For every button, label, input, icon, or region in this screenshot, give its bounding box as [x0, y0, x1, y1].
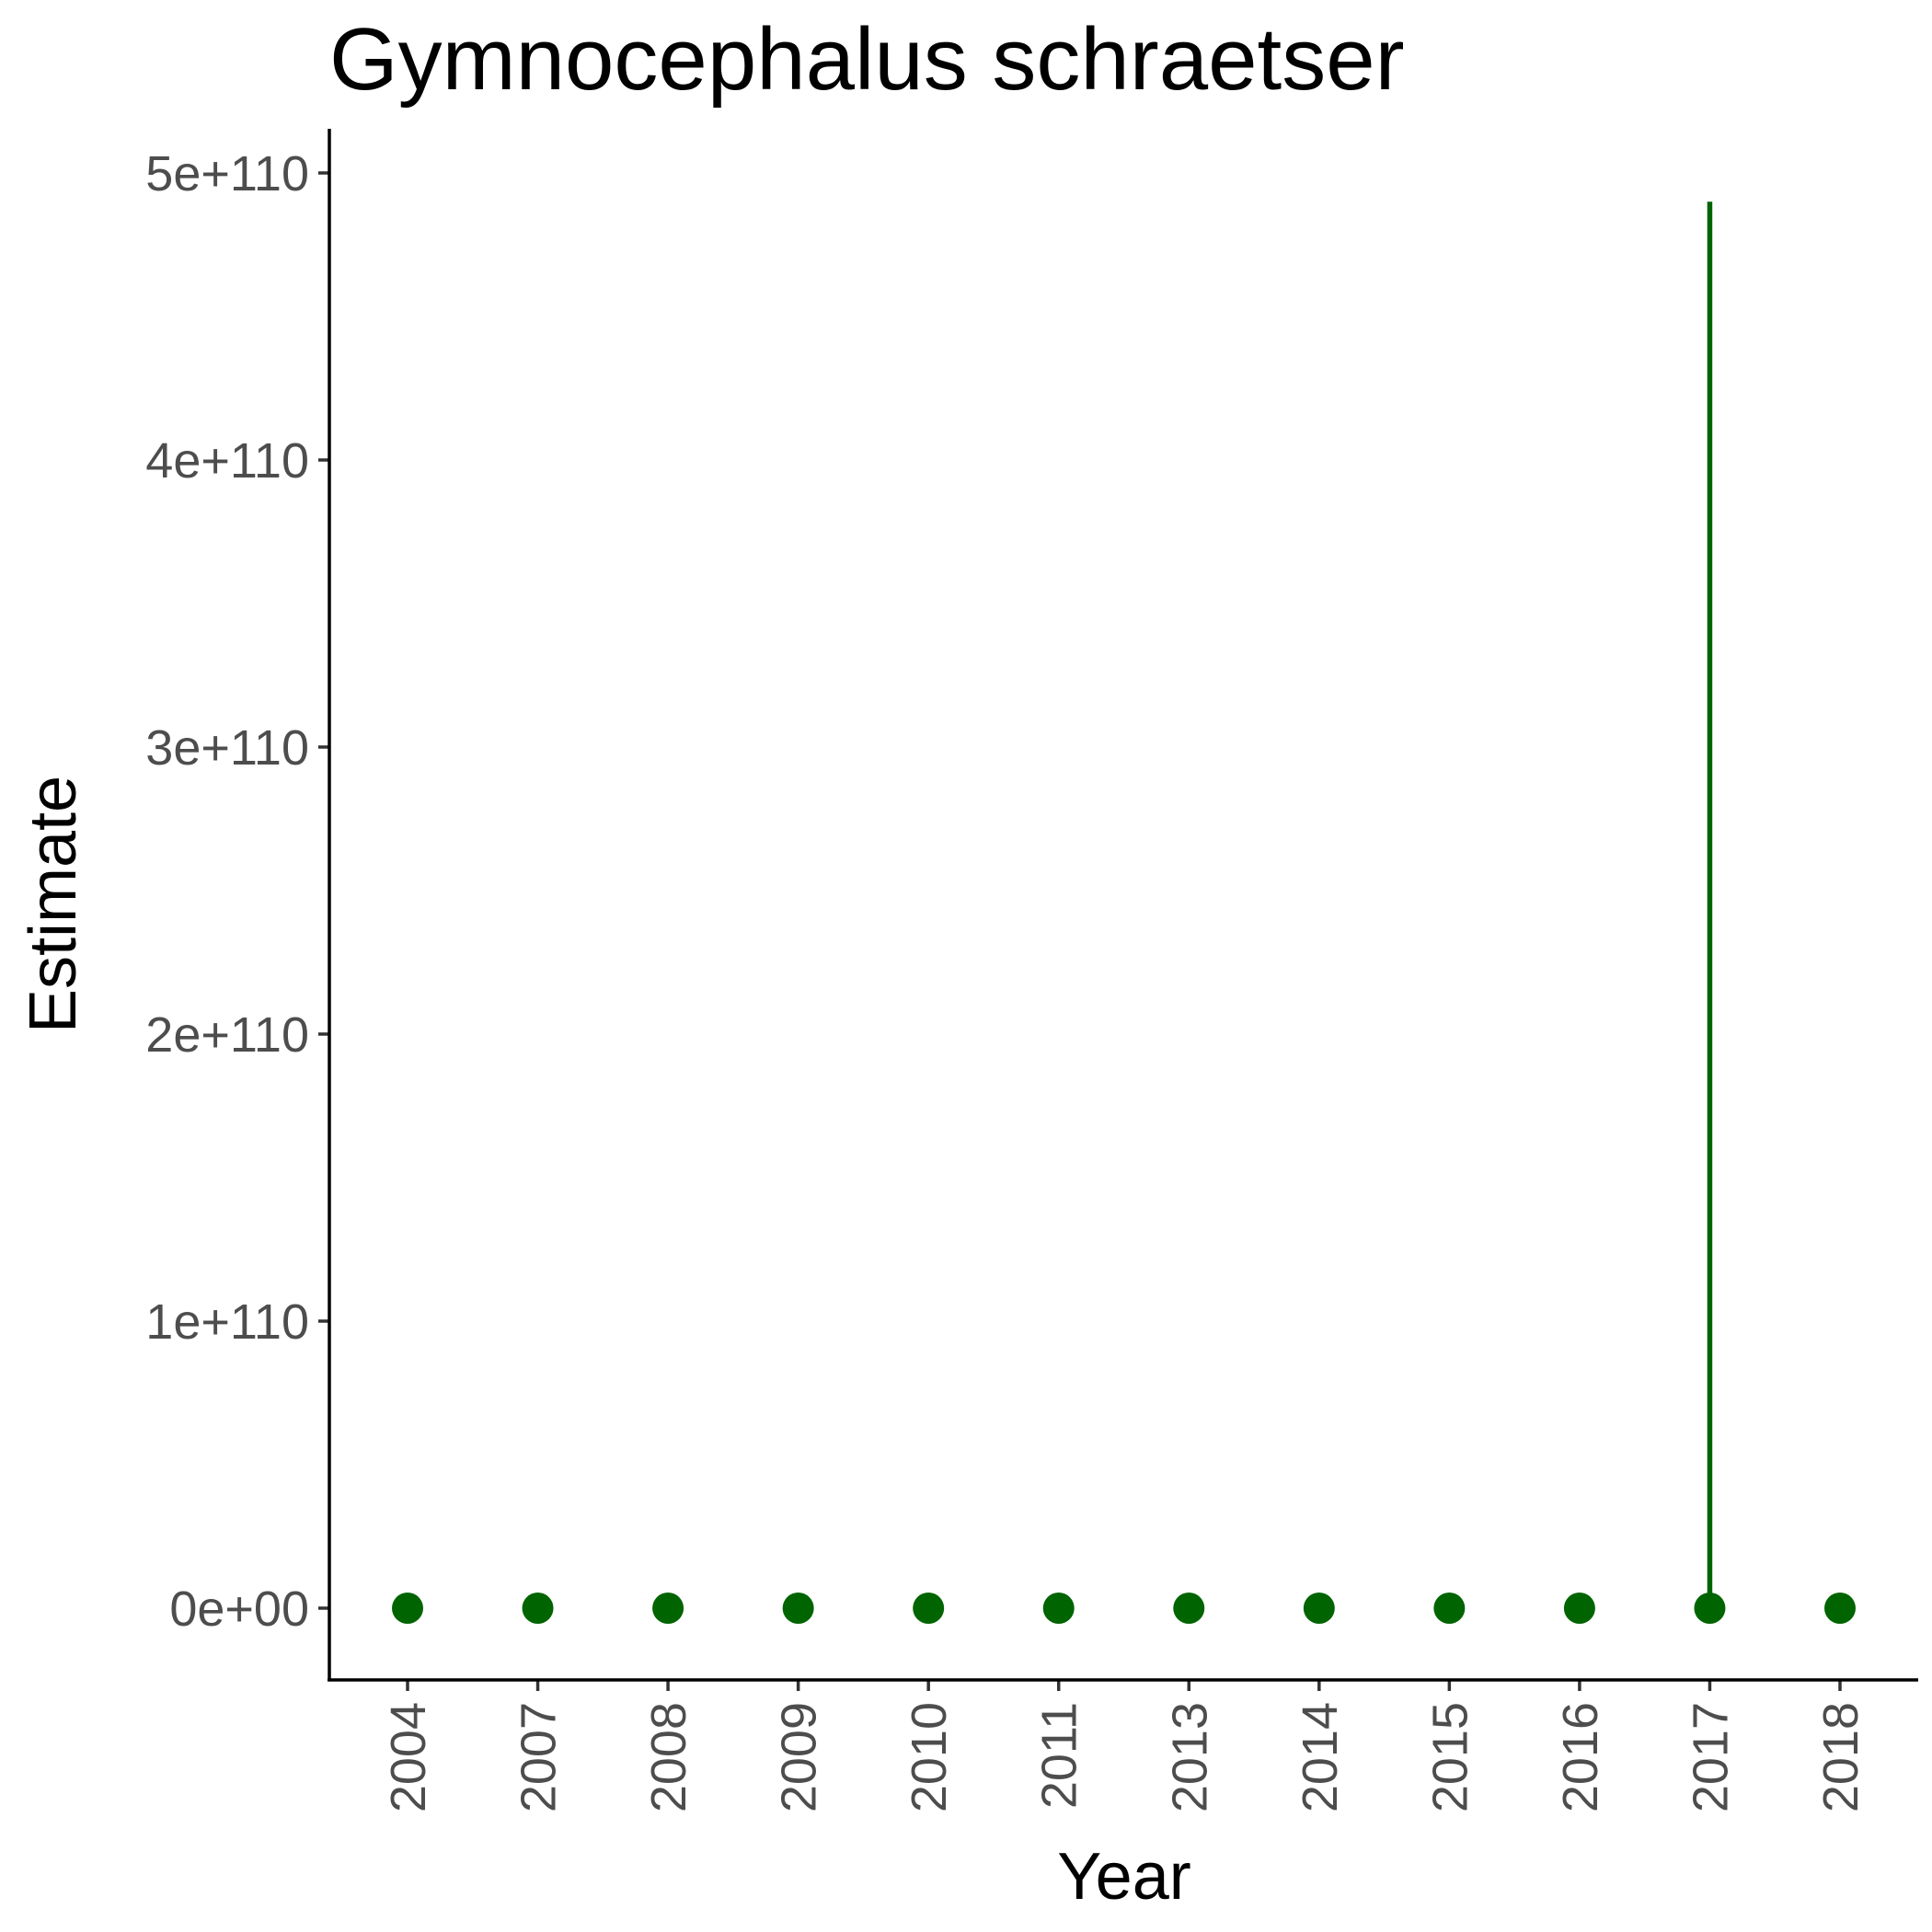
y-tick-label: 4e+110 [145, 433, 309, 489]
data-point [1824, 1593, 1856, 1624]
x-tick-label: 2015 [1422, 1702, 1478, 1812]
chart-title: Gymnocephalus schraetser [329, 10, 1405, 109]
data-point [913, 1593, 945, 1624]
data-point [1563, 1593, 1595, 1624]
x-tick-label: 2007 [512, 1702, 567, 1812]
data-point [522, 1593, 554, 1624]
x-tick-label: 2013 [1162, 1702, 1217, 1812]
x-tick-label: 2017 [1683, 1702, 1738, 1812]
x-tick-label: 2008 [641, 1702, 696, 1812]
data-point [1433, 1593, 1466, 1624]
y-tick-label: 5e+110 [145, 146, 309, 201]
y-axis-title: Estimate [17, 776, 90, 1033]
data-point [1173, 1593, 1205, 1624]
x-tick-label: 2010 [902, 1702, 957, 1812]
data-points [392, 1593, 1856, 1624]
x-axis-ticks: 2004 2007 2008 2009 2010 2011 2013 2014 2015 2016… [381, 1680, 1869, 1812]
x-tick-label: 2009 [772, 1702, 827, 1812]
y-axis-ticks: 0e+00 1e+110 2e+110 3e+110 4e+110 5e+110 [145, 146, 329, 1637]
y-tick-label: 0e+00 [169, 1581, 309, 1637]
x-tick-label: 2016 [1553, 1702, 1608, 1812]
y-tick-label: 1e+110 [145, 1294, 309, 1350]
data-point [1303, 1593, 1335, 1624]
data-point [392, 1593, 423, 1624]
y-tick-label: 2e+110 [145, 1007, 309, 1063]
x-tick-label: 2014 [1293, 1702, 1348, 1812]
x-tick-label: 2011 [1032, 1702, 1087, 1809]
x-axis-title: Year [1057, 1840, 1190, 1914]
data-point [1042, 1593, 1075, 1624]
x-tick-label: 2004 [381, 1702, 436, 1812]
y-tick-label: 3e+110 [145, 720, 309, 776]
x-tick-label: 2018 [1813, 1702, 1869, 1812]
data-point [652, 1593, 684, 1624]
data-point [1694, 1593, 1726, 1624]
data-point [782, 1593, 814, 1624]
